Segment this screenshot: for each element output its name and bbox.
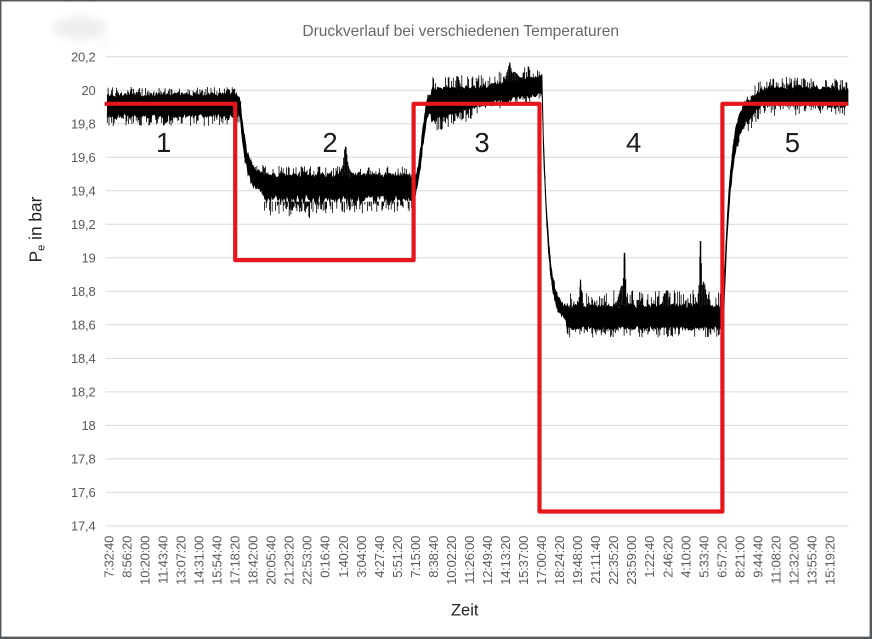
svg-text:21:11:40: 21:11:40 [588, 536, 603, 584]
svg-text:19,2: 19,2 [71, 217, 96, 232]
svg-text:5:51:20: 5:51:20 [390, 536, 405, 578]
svg-text:14:31:00: 14:31:00 [192, 536, 207, 585]
svg-text:15:54:40: 15:54:40 [210, 536, 225, 585]
svg-text:14:13:20: 14:13:20 [498, 536, 513, 585]
svg-text:Pe in bar: Pe in bar [25, 196, 47, 262]
svg-text:13:55:40: 13:55:40 [805, 536, 820, 585]
svg-text:17,6: 17,6 [71, 485, 96, 500]
svg-text:18,2: 18,2 [71, 384, 96, 399]
svg-text:7:15:00: 7:15:00 [408, 536, 423, 578]
svg-text:19:48:00: 19:48:00 [570, 536, 585, 585]
svg-text:10:20:00: 10:20:00 [138, 536, 153, 585]
svg-text:Druckverlauf bei verschiedenen: Druckverlauf bei verschiedenen Temperatu… [302, 23, 619, 40]
svg-text:19,6: 19,6 [71, 150, 96, 165]
svg-text:17:00:40: 17:00:40 [534, 536, 549, 585]
svg-text:15:37:00: 15:37:00 [516, 536, 531, 585]
svg-text:10:02:20: 10:02:20 [444, 536, 459, 585]
svg-text:13:07:20: 13:07:20 [174, 536, 189, 585]
svg-text:18,6: 18,6 [71, 317, 96, 332]
svg-text:17,4: 17,4 [71, 519, 96, 534]
svg-text:18:42:00: 18:42:00 [246, 536, 261, 585]
svg-text:5:33:40: 5:33:40 [696, 536, 711, 578]
svg-text:20:05:40: 20:05:40 [264, 536, 279, 585]
svg-text:17:18:20: 17:18:20 [228, 536, 243, 585]
svg-text:Zeit: Zeit [451, 602, 479, 620]
svg-text:12:32:00: 12:32:00 [787, 536, 802, 585]
svg-text:5: 5 [785, 127, 800, 158]
svg-text:4:27:40: 4:27:40 [372, 536, 387, 578]
svg-text:1: 1 [156, 127, 171, 158]
svg-text:8:56:20: 8:56:20 [119, 536, 134, 578]
svg-text:8:21:00: 8:21:00 [732, 536, 747, 578]
svg-text:8:38:40: 8:38:40 [426, 536, 441, 578]
svg-text:18: 18 [81, 418, 95, 433]
svg-text:1:40:20: 1:40:20 [336, 536, 351, 578]
svg-text:23:59:00: 23:59:00 [624, 536, 639, 585]
svg-text:4:10:00: 4:10:00 [678, 536, 693, 578]
svg-text:11:26:00: 11:26:00 [462, 536, 477, 584]
svg-text:19,4: 19,4 [71, 183, 96, 198]
svg-text:12:49:40: 12:49:40 [480, 536, 495, 585]
svg-text:0:16:40: 0:16:40 [318, 536, 333, 578]
svg-text:18,4: 18,4 [71, 351, 96, 366]
svg-text:2: 2 [322, 127, 337, 158]
svg-text:11:08:20: 11:08:20 [768, 536, 783, 584]
svg-text:4: 4 [626, 127, 641, 158]
svg-text:15:19:20: 15:19:20 [823, 536, 838, 585]
svg-text:3: 3 [474, 127, 489, 158]
svg-text:17,8: 17,8 [71, 452, 96, 467]
svg-text:11:43:40: 11:43:40 [156, 536, 171, 584]
svg-text:22:53:00: 22:53:00 [300, 536, 315, 585]
svg-text:20,2: 20,2 [71, 49, 96, 64]
svg-text:3:04:00: 3:04:00 [354, 536, 369, 578]
svg-text:7:32:40: 7:32:40 [101, 536, 116, 578]
svg-text:19: 19 [81, 250, 95, 265]
svg-text:18,8: 18,8 [71, 284, 96, 299]
svg-text:9:44:40: 9:44:40 [750, 536, 765, 578]
svg-text:19,8: 19,8 [71, 116, 96, 131]
svg-text:6:57:20: 6:57:20 [714, 536, 729, 578]
svg-text:1:22:40: 1:22:40 [642, 536, 657, 578]
svg-text:2:46:20: 2:46:20 [660, 536, 675, 578]
svg-text:22:35:20: 22:35:20 [606, 536, 621, 585]
svg-text:18:24:20: 18:24:20 [552, 536, 567, 585]
svg-text:20: 20 [81, 83, 95, 98]
svg-text:21:29:20: 21:29:20 [282, 536, 297, 585]
